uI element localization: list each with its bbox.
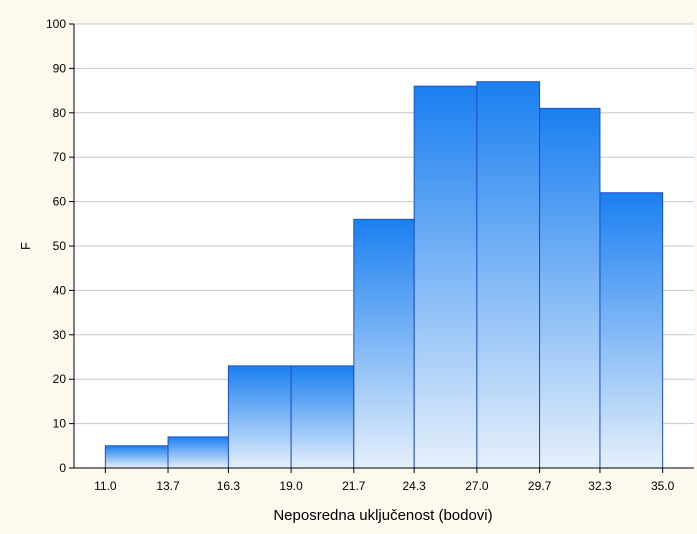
x-tick-label: 11.0 — [94, 479, 117, 493]
histogram-bar — [413, 85, 478, 469]
histogram-bar — [539, 107, 601, 469]
x-tick-label: 32.3 — [588, 479, 612, 493]
y-tick-label: 100 — [46, 17, 66, 31]
x-tick-label: 16.3 — [217, 479, 241, 493]
x-tick-label: 35.0 — [651, 479, 675, 493]
x-axis-ticks: 11.0 13.7 16.3 19.0 21.7 24.3 27.0 29.7 32.3 35.0 — [94, 468, 675, 493]
y-tick-label: 40 — [53, 283, 67, 297]
x-axis-label: Neposredna uključenost (bodovi) — [273, 507, 492, 524]
y-tick-label: 20 — [53, 372, 67, 386]
x-tick-label: 13.7 — [156, 479, 180, 493]
bars — [104, 81, 664, 469]
y-axis-label: F — [18, 242, 33, 250]
histogram-bar — [290, 365, 355, 469]
histogram-bar — [353, 218, 415, 469]
y-tick-label: 80 — [53, 106, 67, 120]
x-tick-label: 27.0 — [465, 479, 489, 493]
y-tick-label: 70 — [53, 150, 67, 164]
x-tick-label: 21.7 — [342, 479, 366, 493]
x-tick-label: 29.7 — [528, 479, 552, 493]
y-axis-ticks: 0 10 20 30 40 50 60 70 80 90 100 — [46, 17, 74, 475]
y-tick-label: 0 — [59, 461, 66, 475]
histogram-bar — [167, 436, 229, 469]
y-tick-label: 90 — [53, 61, 67, 75]
y-tick-label: 60 — [53, 195, 67, 209]
histogram-bar — [476, 81, 541, 469]
y-tick-label: 10 — [53, 417, 67, 431]
y-tick-label: 50 — [53, 239, 67, 253]
histogram-bar — [227, 365, 292, 469]
x-tick-label: 24.3 — [403, 479, 427, 493]
y-tick-label: 30 — [53, 328, 67, 342]
histogram-bar — [104, 445, 169, 469]
histogram-bar — [599, 192, 664, 469]
x-tick-label: 19.0 — [279, 479, 303, 493]
